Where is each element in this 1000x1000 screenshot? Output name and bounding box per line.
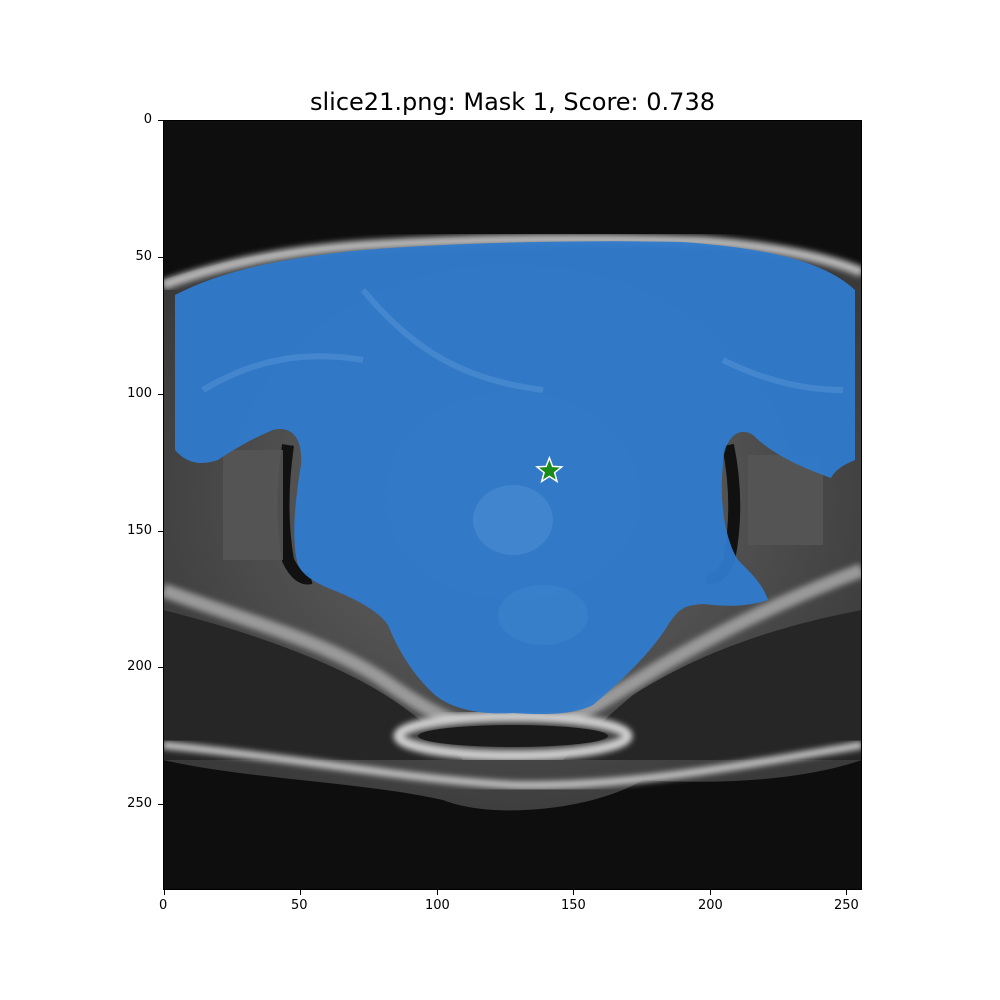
y-tick bbox=[158, 804, 163, 805]
y-tick bbox=[158, 531, 163, 532]
mask-texture bbox=[201, 288, 844, 645]
x-tick bbox=[846, 890, 847, 895]
x-tick-label: 100 bbox=[425, 898, 450, 913]
y-tick-label: 100 bbox=[127, 386, 152, 401]
y-tick bbox=[158, 120, 163, 121]
x-tick-label: 250 bbox=[834, 898, 859, 913]
segmentation-mask bbox=[175, 241, 855, 715]
y-tick bbox=[158, 257, 163, 258]
y-tick-label: 250 bbox=[127, 796, 152, 811]
x-tick bbox=[437, 890, 438, 895]
image-panel bbox=[163, 120, 862, 890]
y-tick-label: 150 bbox=[127, 523, 152, 538]
star-marker bbox=[535, 455, 564, 484]
y-tick bbox=[158, 394, 163, 395]
y-tick-label: 0 bbox=[143, 112, 152, 127]
plot-title: slice21.png: Mask 1, Score: 0.738 bbox=[310, 88, 715, 116]
x-tick-label: 200 bbox=[698, 898, 723, 913]
prompt-point-star-icon bbox=[535, 455, 564, 484]
x-tick-label: 50 bbox=[291, 898, 308, 913]
y-tick bbox=[158, 667, 163, 668]
x-tick-label: 0 bbox=[159, 898, 168, 913]
y-tick-label: 50 bbox=[135, 249, 152, 264]
x-tick-label: 150 bbox=[561, 898, 586, 913]
x-tick bbox=[573, 890, 574, 895]
x-tick bbox=[710, 890, 711, 895]
x-tick bbox=[164, 890, 165, 895]
mri-slice-image bbox=[163, 120, 862, 890]
x-tick bbox=[300, 890, 301, 895]
y-tick-label: 200 bbox=[127, 659, 152, 674]
